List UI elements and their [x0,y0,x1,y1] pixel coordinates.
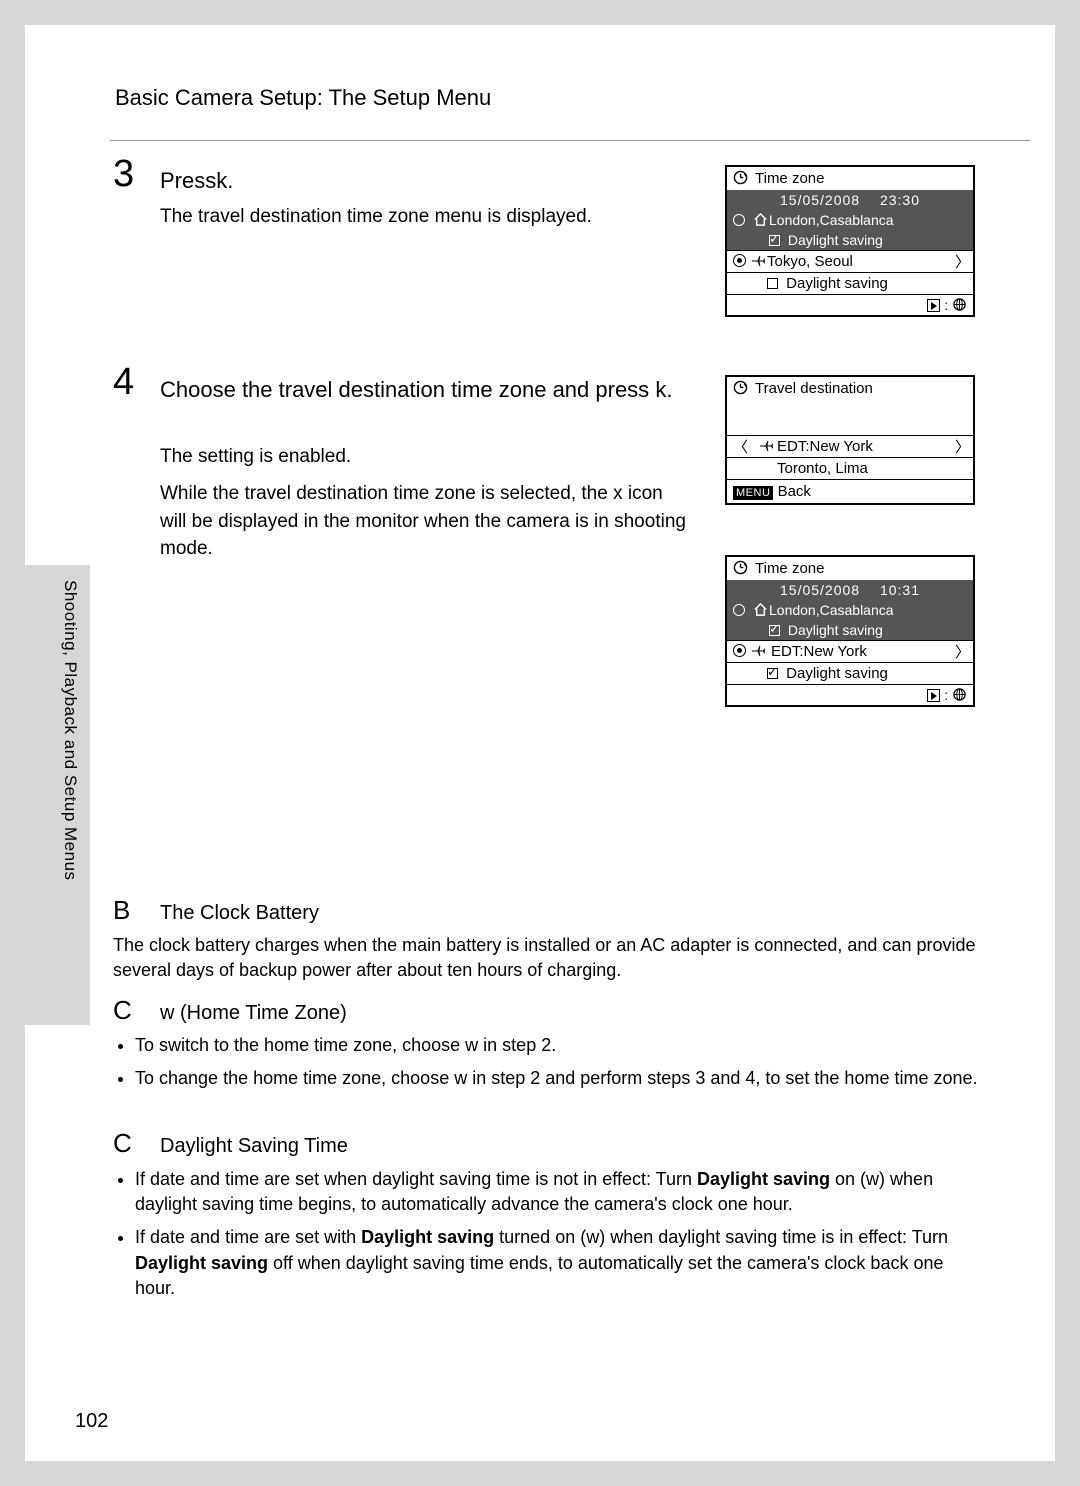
scr2-gap [727,400,973,435]
step4-body2-icon: x [613,483,623,504]
radio-selected-icon [733,644,746,657]
home-icon [753,602,768,618]
noteB-title: The Clock Battery [160,902,319,925]
side-tab-bg [25,565,90,1025]
radio-icon [733,604,745,616]
scr2-line2: Toronto, Lima [727,458,973,480]
scr1-title-row: Time zone [727,167,973,190]
checkbox-icon [767,278,778,289]
manual-page: Shooting, Playback and Setup Menus Basic… [25,25,1055,1461]
scr3-footer: : [727,684,973,705]
radio-selected-icon [733,254,746,267]
radio-icon [733,214,745,226]
chevron-left-icon: 〈 [733,436,748,457]
noteC1-title: w (Home Time Zone) [160,1002,347,1025]
step3-title-c: . [227,168,233,193]
step3-number: 3 [113,153,134,196]
scr1-footer: : [727,294,973,315]
home-icon [753,212,768,228]
screen-timezone-1: Time zone 15/05/2008 23:30 London,Casabl… [725,165,975,317]
step3-title: Pressk. [160,168,233,194]
scr2-back: Back [778,483,811,500]
chevron-right-icon: 〉 [955,251,970,272]
scr2-line2-text: Toronto, Lima [777,460,868,477]
plane-icon [751,253,766,270]
noteC1-list: To switch to the home time zone, choose … [117,1033,982,1099]
step3-title-a: Press [160,168,216,193]
scr1-home-row: London,Casablanca [727,210,973,230]
side-tab-label: Shooting, Playback and Setup Menus [60,580,80,881]
menu-badge: MENU [733,486,773,500]
step4-body2a: While the travel destination time zone i… [160,483,613,504]
play-icon [927,689,940,702]
confirm-icon [952,687,967,702]
scr2-title-row: Travel destination [727,377,973,400]
noteC2-list: If date and time are set when daylight s… [117,1167,982,1309]
noteC2-li2: If date and time are set with Daylight s… [135,1225,982,1301]
clock-icon [733,560,748,577]
scr3-travel-row[interactable]: EDT:New York 〉 [727,640,973,663]
screen-travel-dest: Travel destination 〈 EDT:New York 〉 Toro… [725,375,975,505]
scr1-home-ds: Daylight saving [727,230,973,250]
scr1-datetime: 15/05/2008 23:30 [727,190,973,210]
checkbox-icon [769,625,780,636]
page-header: Basic Camera Setup: The Setup Menu [115,85,491,111]
noteB-text: The clock battery charges when the main … [113,933,983,983]
noteC1-letter: C [113,995,132,1026]
scr3-title-row: Time zone [727,557,973,580]
play-icon [927,299,940,312]
noteC2-title: Daylight Saving Time [160,1135,348,1158]
scr3-home-row: London,Casablanca [727,600,973,620]
scr3-travel-ds: Daylight saving [727,663,973,684]
chevron-right-icon: 〉 [955,436,970,457]
scr1-travel-ds-label: Daylight saving [786,275,888,292]
step4-title-c: . [666,377,672,402]
step4-title-a: Choose the travel destination time zone … [160,377,649,402]
scr2-line1[interactable]: 〈 EDT:New York 〉 [727,435,973,458]
scr1-title: Time zone [755,170,824,187]
scr2-title: Travel destination [755,380,873,397]
scr3-home: London,Casablanca [769,602,894,618]
scr3-home-ds-label: Daylight saving [788,622,883,638]
clock-icon [733,380,748,397]
scr1-travel-row[interactable]: Tokyo, Seoul 〉 [727,250,973,273]
step3-title-icon: k [216,168,227,193]
noteC2-li1: If date and time are set when daylight s… [135,1167,982,1217]
clock-icon [733,170,748,187]
step4-title: Choose the travel destination time zone … [160,375,700,405]
header-rule [110,140,1030,141]
confirm-icon [952,297,967,312]
noteB-letter: B [113,895,130,926]
scr2-line1-text: EDT:New York [777,438,873,455]
scr3-travel: EDT:New York [771,643,867,660]
plane-icon [751,643,766,660]
step4-body1: The setting is enabled. [160,443,680,471]
scr3-title: Time zone [755,560,824,577]
page-number: 102 [75,1410,108,1433]
chevron-right-icon: 〉 [955,641,970,662]
scr1-home: London,Casablanca [769,212,894,228]
scr3-home-ds: Daylight saving [727,620,973,640]
scr1-travel-ds: Daylight saving [727,273,973,294]
noteC1-li1: To switch to the home time zone, choose … [135,1033,982,1058]
step4-number: 4 [113,361,134,404]
screen-timezone-2: Time zone 15/05/2008 10:31 London,Casabl… [725,555,975,707]
noteC2-letter: C [113,1128,132,1159]
checkbox-icon [769,235,780,246]
scr1-home-ds-label: Daylight saving [788,232,883,248]
checkbox-checked-icon [767,668,778,679]
noteC1-title-text: (Home Time Zone) [180,1002,347,1024]
plane-icon [759,438,774,455]
noteC1-li2: To change the home time zone, choose w i… [135,1066,982,1091]
step4-title-icon: k [655,377,666,402]
scr2-back-row[interactable]: MENU Back [727,480,973,503]
scr3-travel-ds-label: Daylight saving [786,665,888,682]
step3-body: The travel destination time zone menu is… [160,203,660,231]
noteC1-icon: w [160,1002,174,1024]
scr1-travel: Tokyo, Seoul [767,253,853,270]
step4-body2: While the travel destination time zone i… [160,480,690,563]
scr3-datetime: 15/05/2008 10:31 [727,580,973,600]
